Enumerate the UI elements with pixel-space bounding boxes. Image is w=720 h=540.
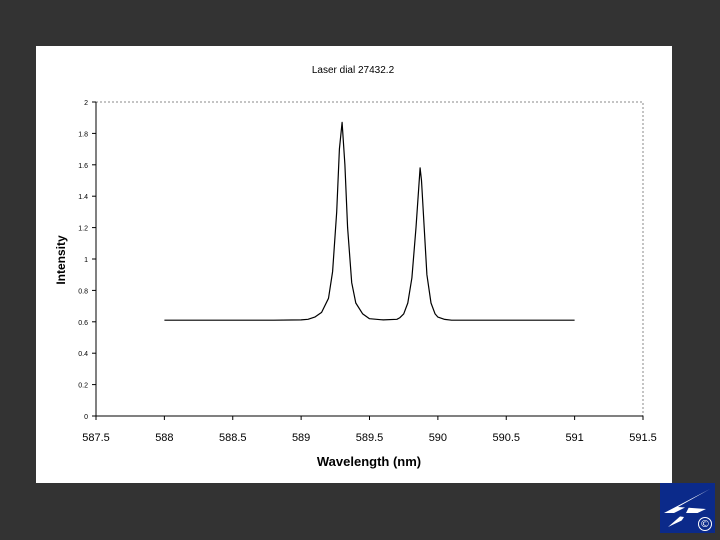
x-axis-label: Wavelength (nm) — [317, 454, 421, 469]
y-tick-label: 1 — [84, 257, 88, 264]
series-line-0 — [164, 121, 575, 321]
x-tick-label: 588.5 — [219, 432, 247, 444]
copyright-icon: © — [698, 517, 712, 531]
y-tick-label: 1.4 — [78, 194, 88, 201]
x-tick-label: 589.5 — [356, 432, 384, 444]
x-tick-label: 588 — [155, 432, 173, 444]
x-tick-label: 590 — [429, 432, 447, 444]
series-layer — [164, 121, 575, 321]
y-tick-label: 1.6 — [78, 163, 88, 170]
x-axis: 587.5 588 588.5 589 589.5 590 590.5 591 591.5 — [82, 415, 657, 444]
x-tick-label: 591.5 — [629, 432, 657, 444]
chart-panel: Laser dial 27432.2 0 0.2 0.4 0.6 0.8 1 1.2 1.4 1… — [36, 46, 672, 483]
y-axis: 0 0.2 0.4 0.6 0.8 1 1.2 1.4 1.6 1.8 2 — [78, 100, 97, 421]
y-tick-label: 0.2 — [78, 383, 88, 390]
y-tick-label: 0 — [84, 414, 88, 421]
institution-logo: © — [660, 483, 715, 533]
logo-mark-icon — [664, 489, 710, 527]
x-tick-label: 591 — [565, 432, 583, 444]
chart-title: Laser dial 27432.2 — [312, 65, 395, 76]
y-tick-label: 0.8 — [78, 288, 88, 295]
line-chart: Laser dial 27432.2 0 0.2 0.4 0.6 0.8 1 1.2 1.4 1… — [54, 65, 657, 469]
plot-area — [95, 101, 644, 417]
y-tick-label: 0.6 — [78, 320, 88, 327]
y-tick-label: 1.8 — [78, 131, 88, 138]
y-axis-label: Intensity — [54, 235, 68, 285]
y-tick-label: 2 — [84, 100, 88, 107]
x-tick-label: 589 — [292, 432, 310, 444]
y-tick-label: 1.2 — [78, 226, 88, 233]
y-tick-label: 0.4 — [78, 351, 88, 358]
x-tick-label: 590.5 — [492, 432, 520, 444]
x-tick-label: 587.5 — [82, 432, 110, 444]
